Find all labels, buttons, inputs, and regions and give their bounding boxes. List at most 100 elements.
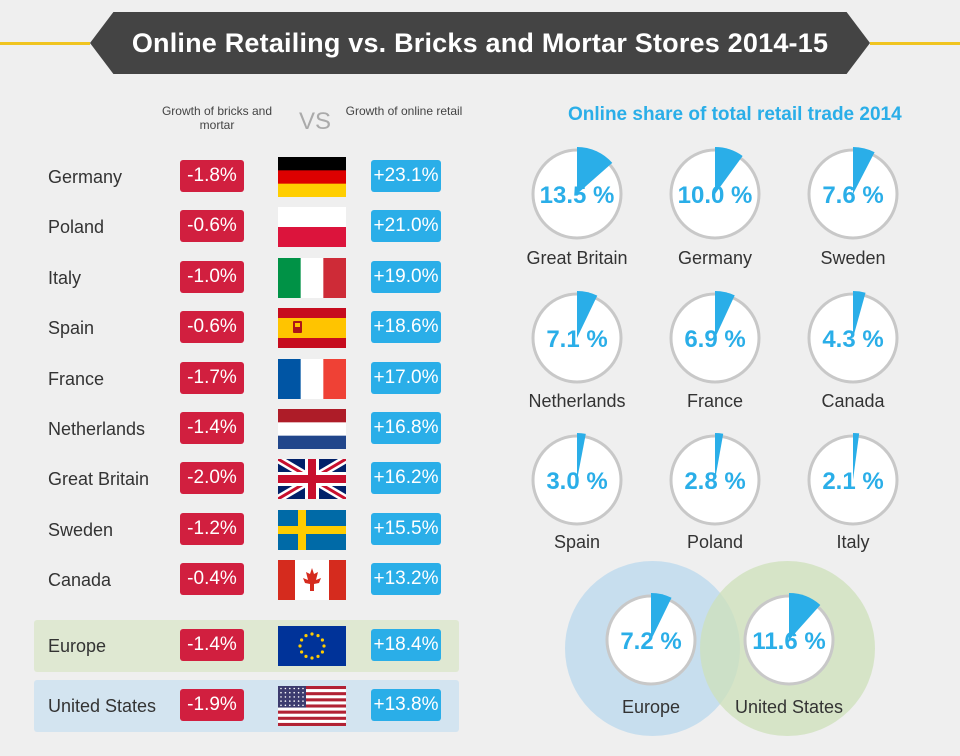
eu-flag-icon [278, 626, 346, 666]
table-row: France -1.7% +17.0% [0, 358, 460, 401]
country-name: Poland [48, 217, 105, 238]
bricks-growth-badge: -0.6% [180, 210, 244, 243]
pie-slice [577, 147, 613, 194]
bricks-growth-badge: -1.7% [180, 361, 244, 394]
pie-slice [577, 291, 598, 338]
country-name: Germany [48, 167, 123, 187]
pie-country-label: Germany [677, 248, 753, 268]
sweden-flag-icon [278, 509, 346, 550]
pie-value-label: 7.2 % [620, 628, 682, 655]
online-growth-badge: +21.0% [371, 210, 441, 243]
pie-value-label: 13.5 % [539, 182, 615, 209]
online-growth-badge: +17.0% [371, 361, 441, 394]
pie-country-label: Netherlands [528, 391, 626, 411]
pie-value-label: 2.8 % [684, 468, 746, 495]
table-row: Sweden -1.2% +15.5% [0, 509, 460, 552]
pie-chart: 6.9 % [665, 288, 765, 388]
pie-value-label: 11.6 % [752, 628, 826, 655]
pie-value-label: 6.9 % [684, 326, 746, 353]
pie-value-label: 2.1 % [822, 468, 884, 495]
page-title: Online Retailing vs. Bricks and Mortar S… [131, 27, 829, 58]
pie-value-label: 7.6 % [822, 182, 884, 209]
pie-value-label: 7.1 % [546, 326, 608, 353]
country-name: Spain [48, 318, 95, 339]
country-name: Europe [48, 636, 107, 656]
bricks-growth-badge: -0.6% [180, 311, 244, 344]
online-growth-badge: +23.1% [371, 160, 441, 192]
table-row: Canada -0.4% +13.2% [0, 560, 460, 602]
pie-chart: 7.6 % [803, 144, 903, 244]
pie-value-label: 4.3 % [822, 326, 884, 353]
online-growth-badge: +18.6% [371, 311, 441, 344]
bricks-growth-badge: -2.0% [180, 462, 244, 495]
title-accent-line-left [0, 42, 90, 45]
online-growth-badge: +13.8% [371, 689, 441, 721]
us-flag-icon [278, 686, 346, 727]
country-name: Great Britain [48, 469, 150, 490]
pie-slice [853, 147, 875, 194]
pie-chart: 2.8 % [665, 430, 765, 530]
pie-country-label: Italy [836, 532, 870, 552]
pie-slice [715, 433, 724, 480]
pie-country-label: Poland [686, 532, 744, 552]
table-row: Poland -0.6% +21.0% [0, 207, 460, 249]
pie-chart: 3.0 % [527, 430, 627, 530]
online-growth-badge: +15.5% [371, 512, 441, 545]
pie-chart: 7.2 % [601, 590, 701, 690]
header-bricks-growth: Growth of bricks and mortar [161, 104, 273, 132]
online-growth-badge: +18.4% [371, 629, 441, 661]
bricks-growth-badge: -1.4% [180, 629, 244, 661]
country-name: Sweden [48, 519, 114, 540]
pie-value-label: 3.0 % [546, 468, 608, 495]
header-online-growth: Growth of online retail [345, 104, 463, 118]
table-row: United States -1.9% +13.8% [34, 680, 459, 732]
country-name: Italy [48, 267, 82, 288]
online-growth-badge: +16.8% [371, 412, 441, 444]
online-growth-badge: +13.2% [371, 563, 441, 596]
table-row: Netherlands -1.4% +16.8% [0, 409, 460, 451]
italy-flag-icon [278, 257, 347, 298]
online-growth-badge: +16.2% [371, 462, 441, 495]
bricks-growth-badge: -0.4% [180, 563, 244, 596]
pie-country-label: France [686, 391, 744, 411]
bricks-growth-badge: -1.9% [180, 689, 244, 721]
bricks-growth-badge: -1.4% [180, 412, 244, 444]
bricks-growth-badge: -1.0% [180, 260, 244, 293]
pie-section-title: Online share of total retail trade 2014 [568, 104, 902, 125]
netherlands-flag-icon [278, 409, 346, 450]
online-growth-badge: +19.0% [371, 260, 441, 293]
pie-slice [715, 291, 735, 338]
bricks-growth-badge: -1.8% [180, 160, 244, 192]
france-flag-icon [278, 358, 347, 399]
pie-country-label: United States [734, 697, 844, 717]
pie-slice [577, 433, 586, 480]
bricks-growth-badge: -1.2% [180, 512, 244, 545]
pie-country-label: Europe [621, 697, 681, 717]
pie-chart: 13.5 % [527, 144, 627, 244]
table-row: Germany -1.8% +23.1% [0, 157, 460, 199]
title-banner: Online Retailing vs. Bricks and Mortar S… [90, 12, 870, 74]
header-vs: VS [298, 108, 331, 135]
pie-value-label: 10.0 % [677, 182, 753, 209]
country-name: France [48, 368, 105, 389]
pie-slice [853, 433, 860, 480]
germany-flag-icon [278, 157, 346, 198]
country-name: United States [48, 696, 157, 716]
pie-country-label: Canada [821, 391, 885, 411]
pie-slice [853, 291, 866, 338]
country-name: Netherlands [48, 419, 146, 439]
table-row: Spain -0.6% +18.6% [0, 308, 460, 350]
table-row: Italy -1.0% +19.0% [0, 257, 460, 300]
table-row: Europe -1.4% +18.4% [34, 620, 459, 672]
spain-flag-icon [278, 308, 346, 349]
pie-country-label: Great Britain [526, 248, 628, 268]
canada-flag-icon [278, 560, 346, 601]
pie-slice [651, 593, 672, 640]
uk-flag-icon [275, 455, 349, 503]
table-row: Great Britain -2.0% +16.2% [0, 455, 460, 503]
pie-chart: 4.3 % [803, 288, 903, 388]
pie-chart: 7.1 % [527, 288, 627, 388]
pie-slice [715, 147, 743, 194]
pie-chart: 11.6 % [739, 590, 839, 690]
pie-country-label: Spain [553, 532, 601, 552]
